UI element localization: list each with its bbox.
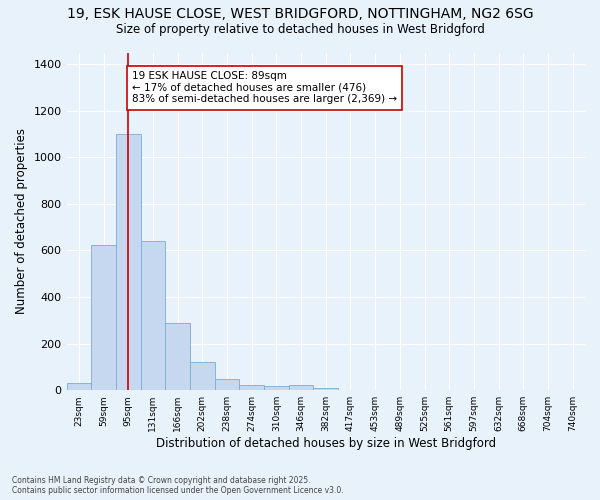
Bar xyxy=(239,385,264,390)
Bar xyxy=(140,241,165,390)
Text: Contains HM Land Registry data © Crown copyright and database right 2025.
Contai: Contains HM Land Registry data © Crown c… xyxy=(12,476,344,495)
Y-axis label: Number of detached properties: Number of detached properties xyxy=(15,128,28,314)
Bar xyxy=(165,322,190,390)
Bar xyxy=(264,386,289,390)
Bar xyxy=(289,385,313,390)
Bar xyxy=(190,362,215,390)
Text: 19 ESK HAUSE CLOSE: 89sqm
← 17% of detached houses are smaller (476)
83% of semi: 19 ESK HAUSE CLOSE: 89sqm ← 17% of detac… xyxy=(132,71,397,104)
Text: Size of property relative to detached houses in West Bridgford: Size of property relative to detached ho… xyxy=(116,22,484,36)
Bar xyxy=(215,378,239,390)
X-axis label: Distribution of detached houses by size in West Bridgford: Distribution of detached houses by size … xyxy=(156,437,496,450)
Bar xyxy=(116,134,140,390)
Bar xyxy=(67,383,91,390)
Text: 19, ESK HAUSE CLOSE, WEST BRIDGFORD, NOTTINGHAM, NG2 6SG: 19, ESK HAUSE CLOSE, WEST BRIDGFORD, NOT… xyxy=(67,8,533,22)
Bar xyxy=(313,388,338,390)
Bar xyxy=(91,244,116,390)
